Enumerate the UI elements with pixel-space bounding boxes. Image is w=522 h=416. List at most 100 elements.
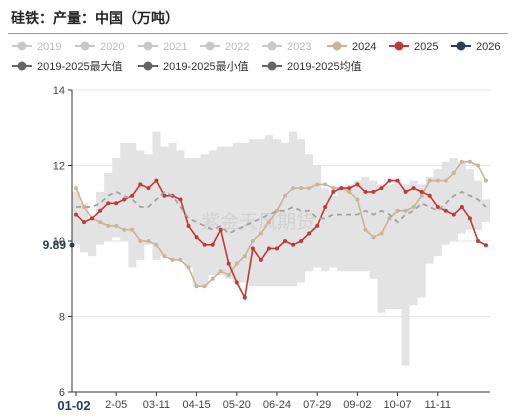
legend-item-10: 2019-2025均值 (262, 60, 362, 73)
circle-line-icon (143, 41, 153, 51)
circle-line-icon (267, 61, 277, 71)
data-point (275, 246, 279, 251)
data-point (258, 257, 263, 262)
circle-line-icon (394, 41, 404, 51)
x-tick-label: 04-15 (183, 399, 211, 411)
data-point (347, 189, 352, 194)
data-point (323, 182, 328, 187)
data-point (242, 254, 247, 259)
data-point (419, 193, 424, 198)
circle-line-icon (80, 41, 90, 51)
data-point (291, 186, 296, 191)
data-point (467, 159, 472, 164)
data-point (395, 178, 400, 183)
data-point (114, 223, 119, 228)
x-tick-label: 10-07 (383, 399, 411, 411)
circle-line-icon (332, 41, 342, 51)
data-point (146, 186, 151, 191)
chart-legend: 2019 2020 2021 2022 2023 2024 2025 2026 2019-202… (12, 41, 500, 73)
y-tick-label: 10 (53, 236, 65, 248)
data-point (484, 178, 488, 183)
data-point (106, 223, 111, 228)
legend-label: 2019-2025最大值 (37, 59, 123, 73)
data-point (307, 231, 312, 236)
current-value-dot (69, 242, 75, 248)
data-point (194, 284, 199, 289)
title-divider (8, 33, 508, 34)
data-point (114, 201, 119, 206)
legend-item-8: 2019-2025最大值 (12, 59, 123, 73)
data-point (82, 205, 86, 209)
data-point (403, 208, 408, 213)
circle-line-icon (456, 41, 466, 51)
data-point (146, 239, 151, 243)
data-point (82, 220, 86, 225)
data-point (106, 201, 111, 206)
data-point (202, 284, 207, 289)
series-2019-2025均值 (76, 190, 487, 235)
legend-item-9: 2019-2025最小值 (138, 60, 249, 73)
data-point (130, 227, 135, 232)
legend-label: 2022 (225, 41, 249, 53)
data-point (130, 193, 135, 198)
data-point (210, 276, 215, 281)
data-point (371, 235, 376, 240)
y-tick-label: 6 (59, 387, 65, 399)
data-point (299, 186, 304, 191)
data-point (476, 163, 480, 168)
circle-line-icon (17, 61, 27, 71)
data-point (307, 186, 312, 191)
series-2024 (74, 159, 488, 289)
data-point (379, 231, 384, 236)
legend-item-3: 2022 (200, 41, 249, 53)
data-point (138, 182, 143, 187)
data-point (387, 178, 392, 183)
data-point (178, 257, 183, 262)
data-point (363, 189, 368, 194)
data-point (154, 178, 159, 183)
data-point (162, 254, 167, 259)
data-point (315, 223, 320, 228)
legend-label: 2019-2025最小值 (163, 60, 249, 73)
data-point (170, 257, 175, 262)
data-point (234, 280, 239, 285)
legend-item-4: 2023 (262, 41, 311, 53)
data-point (467, 216, 472, 221)
series-line (75, 179, 487, 301)
data-point (226, 273, 231, 277)
data-point (339, 186, 344, 191)
data-point (476, 239, 480, 243)
data-point (371, 189, 376, 194)
legend-item-5: 2024 (327, 41, 376, 53)
y-tick-label: 14 (53, 85, 65, 97)
data-point (395, 208, 400, 213)
data-point (387, 216, 392, 221)
legend-item-2: 2021 (138, 41, 187, 53)
data-point (194, 235, 199, 240)
data-point (162, 193, 167, 198)
data-point (266, 246, 271, 251)
legend-label: 2021 (163, 41, 187, 53)
data-point (315, 182, 320, 187)
data-point (443, 178, 448, 183)
data-point (122, 227, 127, 232)
range-band-max-min (72, 131, 490, 366)
data-point (154, 242, 159, 247)
data-point (427, 178, 432, 183)
data-point (323, 205, 328, 209)
current-value-label: 9.89 (43, 238, 67, 252)
circle-line-icon (267, 41, 277, 51)
data-point (355, 182, 360, 187)
data-point (411, 186, 416, 191)
data-point (250, 239, 255, 243)
legend-label: 2019-2025均值 (287, 60, 362, 73)
data-point (427, 193, 432, 198)
data-point (202, 242, 207, 247)
legend-item-1: 2020 (75, 41, 124, 53)
data-point (331, 186, 336, 191)
legend-item-6: 2025 (389, 41, 438, 53)
y-tick-label: 8 (59, 312, 65, 324)
legend-item-7: 2026 (451, 41, 500, 53)
data-point (98, 220, 103, 225)
